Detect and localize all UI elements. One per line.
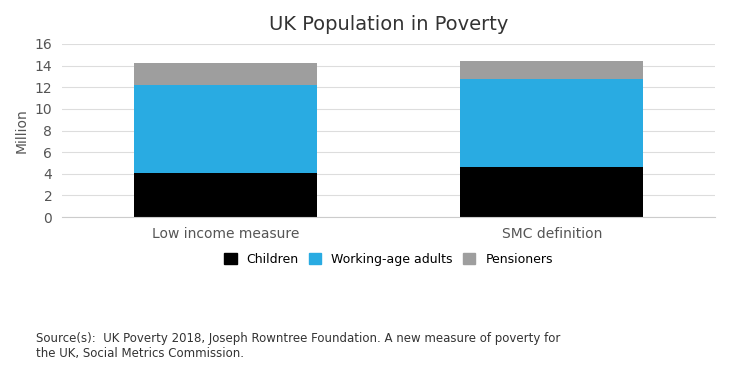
Y-axis label: Million: Million (15, 108, 29, 153)
Bar (461, 79, 643, 167)
Text: Source(s):  UK Poverty 2018, Joseph Rowntree Foundation. A new measure of povert: Source(s): UK Poverty 2018, Joseph Rownt… (36, 332, 561, 360)
Bar (134, 173, 317, 217)
Bar (461, 167, 643, 217)
Bar (134, 85, 317, 173)
Bar (461, 61, 643, 79)
Title: UK Population in Poverty: UK Population in Poverty (269, 15, 508, 34)
Bar (134, 63, 317, 85)
Legend: Children, Working-age adults, Pensioners: Children, Working-age adults, Pensioners (219, 248, 558, 270)
